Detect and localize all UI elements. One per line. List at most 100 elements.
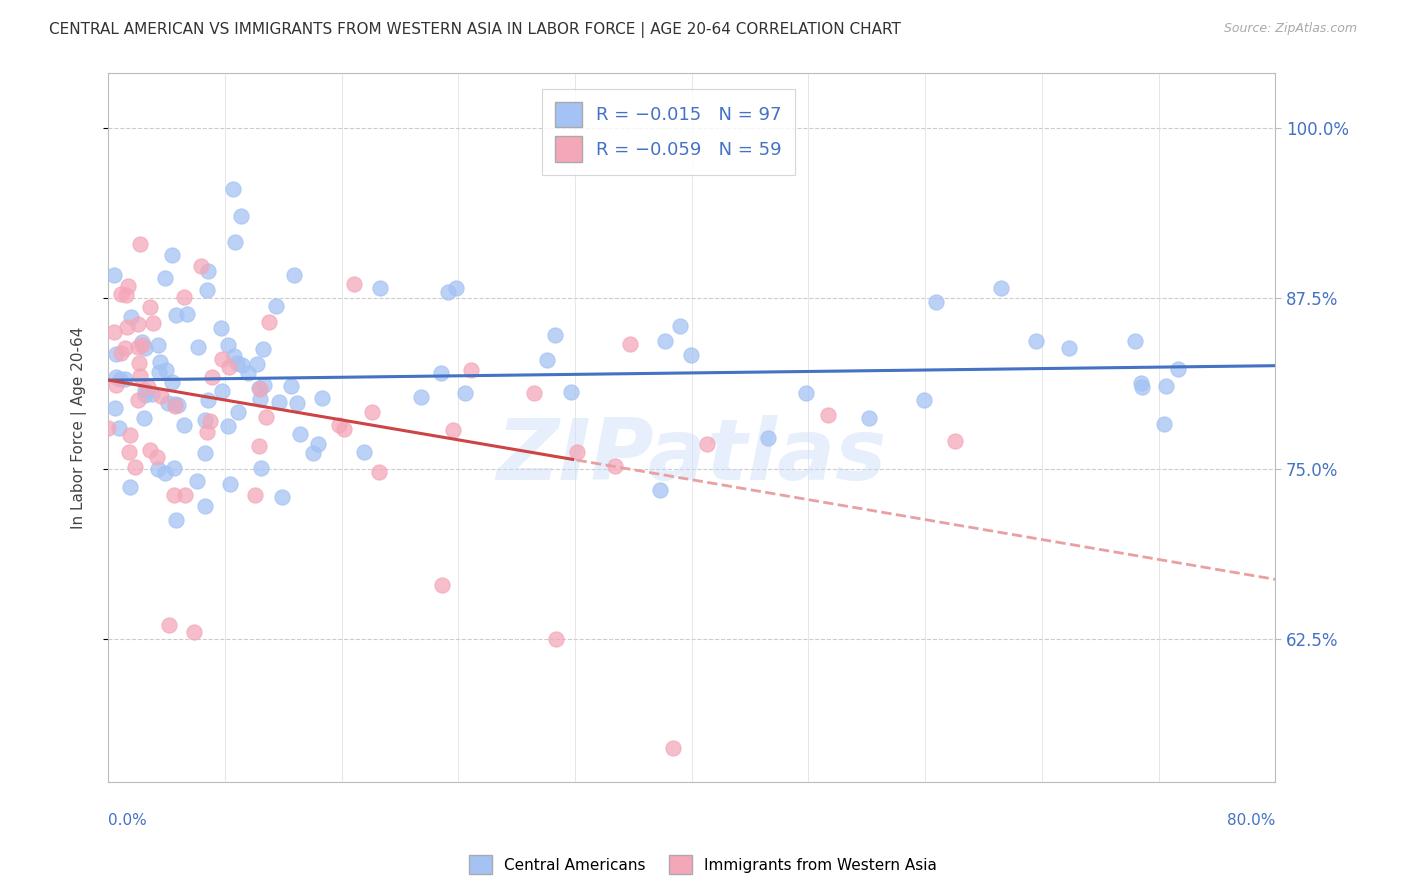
Point [441, 423, 464, 437]
Point [173, 290, 195, 304]
Point [197, 392, 219, 407]
Point [134, 341, 156, 355]
Point [1154, 378, 1177, 392]
Point [103, 326, 125, 340]
Point [146, 450, 169, 465]
Point [110, 346, 132, 360]
Point [654, 334, 676, 348]
Point [332, 421, 354, 435]
Point [117, 319, 139, 334]
Point [360, 405, 382, 419]
Point [560, 385, 582, 400]
Point [129, 236, 152, 251]
Point [249, 392, 271, 406]
Point [301, 446, 323, 460]
Point [120, 310, 142, 324]
Point [226, 405, 249, 419]
Point [246, 357, 269, 371]
Point [103, 268, 125, 283]
Point [173, 417, 195, 432]
Point [211, 351, 233, 366]
Point [681, 348, 703, 362]
Point [429, 367, 451, 381]
Point [148, 365, 170, 379]
Point [266, 300, 288, 314]
Point [186, 474, 208, 488]
Point [1123, 334, 1146, 348]
Point [368, 281, 391, 295]
Point [912, 392, 935, 407]
Point [136, 380, 159, 394]
Point [156, 396, 179, 410]
Point [183, 625, 205, 640]
Point [160, 248, 183, 262]
Point [536, 353, 558, 368]
Point [432, 577, 454, 591]
Point [104, 401, 127, 415]
Point [218, 359, 240, 374]
Point [307, 437, 329, 451]
Point [134, 383, 156, 397]
Point [543, 328, 565, 343]
Point [650, 483, 672, 497]
Point [114, 372, 136, 386]
Point [146, 461, 169, 475]
Point [605, 458, 627, 473]
Point [229, 209, 252, 223]
Point [120, 480, 142, 494]
Point [1167, 362, 1189, 376]
Point [153, 466, 176, 480]
Point [446, 281, 468, 295]
Point [254, 410, 277, 425]
Point [271, 490, 294, 504]
Point [990, 281, 1012, 295]
Point [198, 414, 221, 428]
Point [160, 375, 183, 389]
Point [619, 337, 641, 351]
Point [817, 408, 839, 422]
Point [127, 318, 149, 332]
Point [924, 295, 946, 310]
Point [114, 287, 136, 301]
Point [669, 318, 692, 333]
Point [243, 488, 266, 502]
Point [173, 487, 195, 501]
Point [142, 316, 165, 330]
Point [211, 384, 233, 398]
Point [311, 391, 333, 405]
Point [247, 439, 270, 453]
Point [437, 285, 460, 299]
Point [546, 632, 568, 647]
Point [165, 308, 187, 322]
Point [165, 513, 187, 527]
Point [167, 398, 190, 412]
Point [217, 337, 239, 351]
Legend: R = −0.015   N = 97, R = −0.059   N = 59: R = −0.015 N = 97, R = −0.059 N = 59 [543, 89, 794, 175]
Point [139, 442, 162, 457]
Point [190, 260, 212, 274]
Point [124, 459, 146, 474]
Point [1130, 376, 1153, 390]
Point [253, 378, 276, 392]
Point [132, 410, 155, 425]
Point [127, 340, 149, 354]
Point [696, 436, 718, 450]
Point [353, 445, 375, 459]
Point [104, 370, 127, 384]
Point [114, 341, 136, 355]
Point [224, 235, 246, 249]
Text: CENTRAL AMERICAN VS IMMIGRANTS FROM WESTERN ASIA IN LABOR FORCE | AGE 20-64 CORR: CENTRAL AMERICAN VS IMMIGRANTS FROM WEST… [49, 22, 901, 38]
Point [194, 413, 217, 427]
Point [195, 425, 218, 439]
Point [162, 488, 184, 502]
Point [1025, 334, 1047, 348]
Point [108, 420, 131, 434]
Point [249, 460, 271, 475]
Point [139, 301, 162, 315]
Point [217, 418, 239, 433]
Point [1153, 417, 1175, 431]
Point [155, 271, 177, 285]
Point [285, 396, 308, 410]
Point [148, 338, 170, 352]
Text: 0.0%: 0.0% [108, 813, 146, 828]
